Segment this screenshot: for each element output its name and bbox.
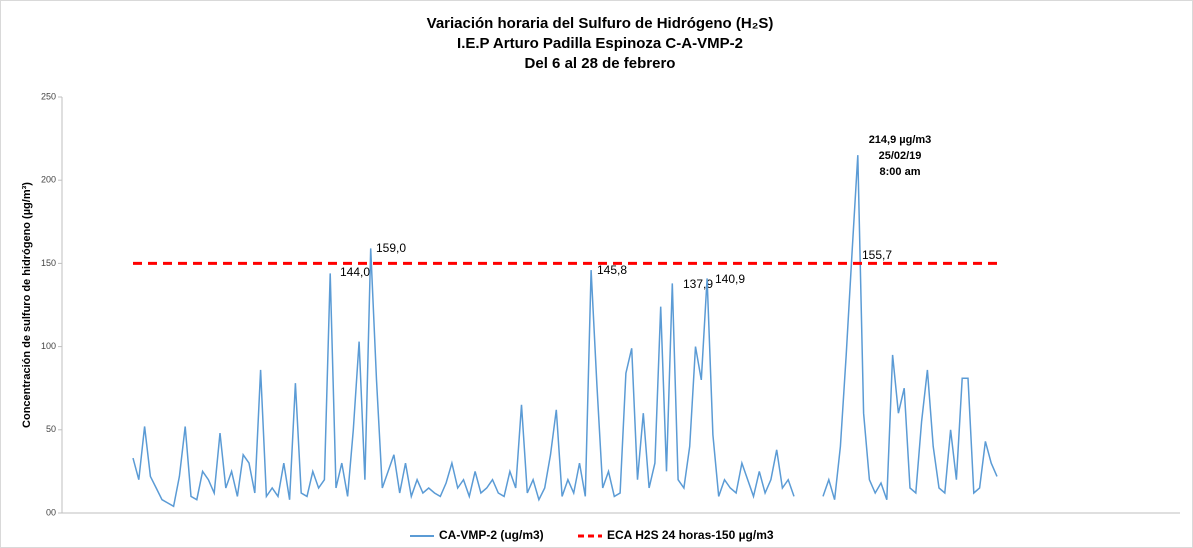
annotation: 155,7 (862, 248, 892, 262)
y-tick-label: 150 (41, 258, 56, 268)
annotation: 144,0 (340, 265, 370, 279)
annotation: 137,9 (683, 277, 713, 291)
data-line (822, 155, 998, 500)
chart-title: Variación horaria del Sulfuro de Hidróge… (427, 15, 774, 32)
annotation: 214,9 µg/m3 (869, 134, 932, 146)
y-axis-title: Concentración de sulfuro de hidrógeno (µ… (21, 182, 33, 428)
annotation: 25/02/19 (879, 150, 922, 162)
annotation: 140,9 (715, 272, 745, 286)
y-tick-label: 200 (41, 175, 56, 185)
legend-label: CA-VMP-2 (ug/m3) (439, 528, 544, 542)
data-line (132, 248, 795, 508)
annotation: 145,8 (597, 263, 627, 277)
annotation: 8:00 am (880, 166, 921, 178)
y-tick-label: 00 (46, 507, 56, 517)
y-tick-label: 100 (41, 341, 56, 351)
legend-label: ECA H2S 24 horas-150 µg/m3 (607, 528, 774, 542)
y-tick-label: 50 (46, 424, 56, 434)
chart-period: Del 6 al 28 de febrero (525, 55, 676, 72)
y-tick-label: 250 (41, 91, 56, 101)
annotation: 159,0 (376, 241, 406, 255)
chart-subtitle: I.E.P Arturo Padilla Espinoza C-A-VMP-2 (457, 35, 743, 52)
